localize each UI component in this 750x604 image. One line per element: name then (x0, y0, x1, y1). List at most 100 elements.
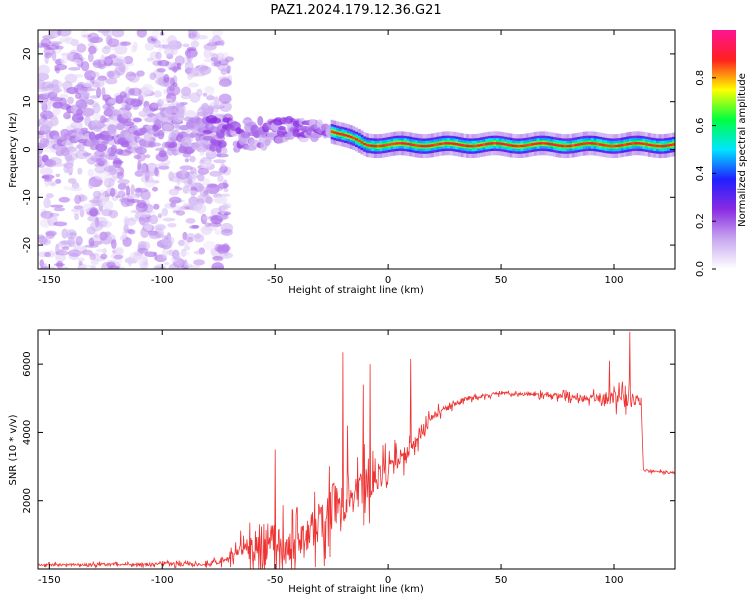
heatmap-cell (193, 233, 205, 243)
heatmap-cell (149, 72, 157, 80)
heatmap-cell (122, 121, 135, 127)
heatmap-cell (38, 64, 50, 76)
heatmap-cell (94, 77, 105, 88)
heatmap-cell (151, 103, 160, 109)
heatmap-cell (178, 239, 185, 247)
heatmap-cell (191, 224, 200, 229)
heatmap-cell (471, 144, 475, 148)
heatmap-cell (110, 187, 116, 197)
heatmap-cell (163, 73, 170, 83)
heatmap-cell (149, 214, 159, 225)
heatmap-cell (110, 58, 124, 67)
heatmap-cell (108, 54, 117, 59)
x-tick-label: -150 (38, 575, 61, 586)
heatmap-cell (580, 142, 584, 146)
heatmap-cell (371, 144, 375, 148)
heatmap-cell (120, 140, 130, 148)
heatmap-cell (172, 65, 178, 74)
snr-panel: -150 -100 -50 0 50 100 2000 4000 6000 Height of… (8, 329, 676, 595)
heatmap-cell (197, 174, 205, 182)
heatmap-cell (60, 52, 75, 57)
heatmap-cell (103, 200, 114, 210)
heatmap-cell (392, 142, 396, 145)
heatmap-cell (212, 256, 224, 262)
heatmap-cell (536, 142, 540, 145)
heatmap-cell (176, 62, 182, 69)
heatmap-cell (563, 144, 567, 148)
heatmap-cell (220, 77, 231, 86)
heatmap-cell (180, 136, 192, 147)
x-tick-label: -50 (267, 275, 283, 286)
heatmap-cell (479, 143, 483, 147)
heatmap-cell (95, 143, 108, 152)
heatmap-cell (103, 134, 114, 142)
heatmap-cell (71, 208, 81, 213)
heatmap-cell (57, 30, 72, 37)
heatmap-cell (135, 202, 148, 213)
heatmap-cell (103, 45, 112, 50)
heatmap-cell (439, 142, 443, 146)
heatmap-cell (106, 261, 116, 268)
heatmap-cell (582, 142, 586, 145)
heatmap-cell (129, 141, 139, 148)
heatmap-cell (63, 185, 70, 191)
heatmap-cell (209, 117, 222, 124)
heatmap-cell (42, 149, 56, 153)
heatmap-cell (168, 196, 182, 204)
heatmap-cell (241, 131, 251, 139)
heatmap-cell (147, 141, 156, 148)
heatmap-cell (357, 139, 361, 143)
y-tick-label: 6000 (22, 351, 33, 376)
heatmap-cell (596, 142, 600, 146)
heatmap-cell (186, 178, 193, 185)
snr-y-label: SNR (10 * v/v) (8, 414, 19, 485)
heatmap-cell (183, 263, 193, 268)
heatmap-cell (201, 178, 211, 186)
heatmap-cell (86, 98, 95, 105)
heatmap-cell (180, 93, 191, 100)
heatmap-cell (38, 41, 42, 47)
heatmap-cell (153, 203, 160, 210)
heatmap-cell (208, 39, 214, 48)
heatmap-cell (517, 144, 521, 148)
snr-x-ticks: -150 -100 -50 0 50 100 (38, 330, 624, 586)
heatmap-cell (168, 188, 180, 196)
colorbar-tick-label: 0.0 (695, 261, 706, 277)
heatmap-cell (203, 240, 216, 251)
heatmap-cell (569, 144, 573, 148)
heatmap-cell (140, 189, 151, 201)
heatmap-cell (166, 85, 181, 96)
heatmap-cell (452, 142, 456, 145)
heatmap-cell (58, 248, 64, 253)
heatmap-cell (585, 142, 589, 145)
heatmap-cell (154, 167, 159, 177)
heatmap-cell (220, 162, 226, 173)
heatmap-cell (57, 266, 69, 269)
heatmap-cell (76, 108, 84, 116)
heatmap-cell (182, 43, 190, 48)
heatmap-cell (218, 182, 229, 189)
heatmap-cell (642, 142, 646, 146)
heatmap-cell (81, 107, 95, 117)
heatmap-cell (67, 177, 77, 184)
heatmap-cell (202, 215, 210, 221)
heatmap-cell (73, 73, 84, 78)
heatmap-cell (174, 254, 182, 266)
heatmap-cell (531, 143, 535, 146)
heatmap-cell (217, 140, 227, 148)
heatmap-cell (634, 142, 638, 145)
heatmap-cell (655, 144, 659, 148)
heatmap-cell (574, 143, 578, 147)
heatmap-cell (58, 37, 71, 42)
heatmap-cell (186, 67, 200, 78)
heatmap-cell (96, 122, 107, 128)
heatmap-cell (59, 93, 69, 99)
heatmap-cell (615, 144, 619, 148)
heatmap-cell (203, 43, 217, 51)
heatmap-cell (672, 143, 675, 146)
heatmap-cell (38, 236, 48, 245)
y-tick-label: 20 (22, 48, 33, 61)
heatmap-cell (127, 199, 141, 203)
heatmap-cell (220, 228, 233, 236)
heatmap-cell (604, 144, 608, 147)
